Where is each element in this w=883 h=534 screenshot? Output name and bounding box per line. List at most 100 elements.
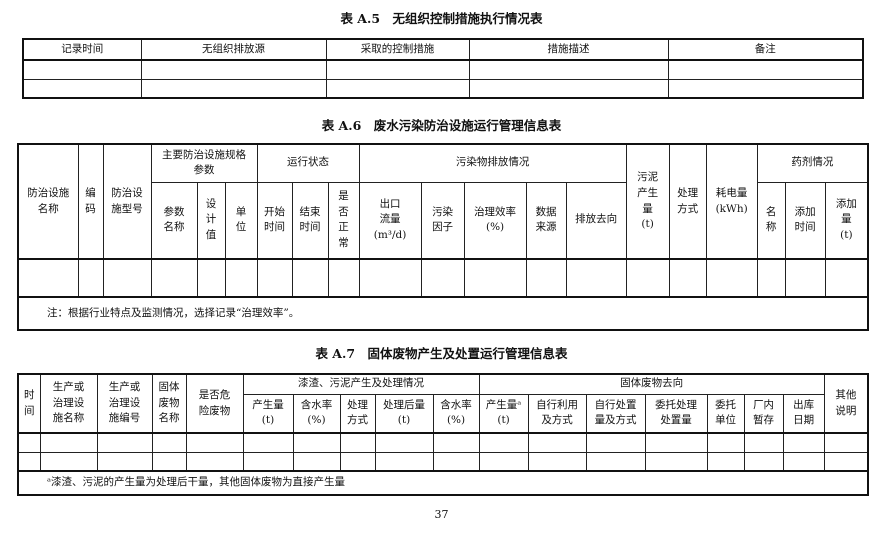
a7-header-other-notes: 其他 说明 bbox=[823, 373, 869, 434]
a6-header-treatment-method: 处理 方式 bbox=[668, 143, 707, 260]
a6-empty-cell bbox=[756, 258, 786, 298]
page-number: 37 bbox=[434, 508, 449, 521]
a7-header-output: 产生量 (t) bbox=[242, 393, 294, 434]
a7-header-treatment-method: 处理 方式 bbox=[339, 393, 376, 434]
a5-header-measure-description: 措施描述 bbox=[468, 38, 669, 61]
a7-header-moisture-2: 含水率 (%) bbox=[432, 393, 480, 434]
a7-empty-cell bbox=[96, 432, 153, 453]
table-a5-title: 表 A.5 无组织控制措施执行情况表 bbox=[340, 11, 543, 26]
a6-empty-cell bbox=[224, 258, 258, 298]
a6-header-start-time: 开始 时间 bbox=[256, 181, 293, 260]
a5-empty-cell bbox=[22, 59, 142, 80]
a7-empty-cell bbox=[644, 432, 708, 453]
a7-footnote: ᵃ漆渣、污泥的产生量为处理后干量，其他固体废物为直接产生量 bbox=[17, 470, 869, 496]
a7-empty-cell bbox=[782, 451, 825, 472]
a7-empty-cell bbox=[585, 451, 646, 472]
a7-empty-cell bbox=[185, 451, 244, 472]
a6-empty-cell bbox=[102, 258, 152, 298]
a6-header-pollution-factor: 污染 因子 bbox=[420, 181, 465, 260]
a5-empty-row bbox=[22, 59, 864, 80]
a7-empty-cell bbox=[17, 432, 41, 453]
a7-empty-cell bbox=[782, 432, 825, 453]
a7-empty-cell bbox=[706, 432, 745, 453]
a7-empty-cell bbox=[706, 451, 745, 472]
a7-header-entrusted-unit: 委托 单位 bbox=[706, 393, 745, 434]
a6-note: 注：根据行业特点及监测情况，选择记录“治理效率”。 bbox=[17, 296, 869, 331]
a7-empty-row bbox=[17, 451, 869, 472]
a5-empty-cell bbox=[140, 78, 327, 99]
a7-empty-cell bbox=[17, 451, 41, 472]
a7-empty-cell bbox=[374, 451, 434, 472]
a7-header-solid-waste-name: 固体 废物 名称 bbox=[151, 373, 187, 434]
a7-header-outbound-date: 出库 日期 bbox=[782, 393, 825, 434]
a6-group-run-status: 运行状态 bbox=[256, 143, 360, 183]
table-a5: 记录时间 无组织排放源 采取的控制措施 措施描述 备注 bbox=[22, 38, 864, 99]
a6-empty-cell bbox=[705, 258, 758, 298]
table-a6-title: 表 A.6 废水污染防治设施运行管理信息表 bbox=[321, 118, 562, 133]
a7-header-prod-facility-name: 生产或 治理设 施名称 bbox=[39, 373, 98, 434]
a6-empty-cell bbox=[824, 258, 869, 298]
table-a7: 时 间 生产或 治理设 施名称 生产或 治理设 施编号 固体 废物 名称 是否危… bbox=[17, 373, 870, 496]
a6-group-spec-params: 主要防治设施规格 参数 bbox=[150, 143, 258, 183]
a6-group-agent-info: 药剂情况 bbox=[756, 143, 869, 183]
a7-header-self-use-method: 自行利用 及方式 bbox=[527, 393, 587, 434]
a5-header-fugitive-source: 无组织排放源 bbox=[140, 38, 327, 61]
a7-empty-cell bbox=[478, 451, 529, 472]
a7-group-paint-sludge-handling: 漆渣、污泥产生及处理情况 bbox=[242, 373, 480, 395]
a5-empty-cell bbox=[468, 78, 669, 99]
a7-empty-cell bbox=[527, 451, 587, 472]
a6-empty-cell bbox=[565, 258, 627, 298]
a7-empty-cell bbox=[823, 432, 869, 453]
a7-empty-cell bbox=[242, 432, 294, 453]
table-a7-title: 表 A.7 固体废物产生及处置运行管理信息表 bbox=[315, 346, 568, 361]
a5-header-remarks: 备注 bbox=[667, 38, 864, 61]
a5-empty-row bbox=[22, 78, 864, 99]
a7-empty-cell bbox=[39, 432, 98, 453]
a6-header-add-amount: 添加 量 (t) bbox=[824, 181, 869, 260]
a5-empty-cell bbox=[667, 59, 864, 80]
a6-empty-cell bbox=[17, 258, 79, 298]
a7-header-self-disposal-method: 自行处置 量及方式 bbox=[585, 393, 646, 434]
a6-header-facility-name: 防治设施 名称 bbox=[17, 143, 79, 260]
a7-group-waste-destination: 固体废物去向 bbox=[478, 373, 825, 395]
a6-header-unit: 单 位 bbox=[224, 181, 258, 260]
a7-empty-cell bbox=[339, 432, 376, 453]
a7-header-after-treatment-amount: 处理后量 (t) bbox=[374, 393, 434, 434]
a5-empty-cell bbox=[468, 59, 669, 80]
table-a6: 防治设施 名称 编 码 防治设 施型号 主要防治设施规格 参数 运行状态 污染物… bbox=[17, 143, 870, 331]
a7-header-output-a: 产生量ᵃ (t) bbox=[478, 393, 529, 434]
a6-empty-cell bbox=[256, 258, 293, 298]
a7-header-entrusted-disposal-amount: 委托处理 处置量 bbox=[644, 393, 708, 434]
a6-header-outlet-flow: 出口 流量 (m³/d) bbox=[358, 181, 422, 260]
a7-empty-cell bbox=[432, 451, 480, 472]
a7-empty-cell bbox=[292, 451, 341, 472]
a6-empty-cell bbox=[291, 258, 329, 298]
a6-header-facility-model: 防治设 施型号 bbox=[102, 143, 152, 260]
a7-empty-cell bbox=[374, 432, 434, 453]
a6-empty-cell bbox=[358, 258, 422, 298]
a7-empty-cell bbox=[292, 432, 341, 453]
a7-empty-cell bbox=[585, 432, 646, 453]
a6-empty-cell bbox=[420, 258, 465, 298]
a7-empty-cell bbox=[743, 451, 784, 472]
a7-empty-cell bbox=[743, 432, 784, 453]
a5-empty-cell bbox=[325, 78, 470, 99]
a5-empty-cell bbox=[22, 78, 142, 99]
a5-empty-cell bbox=[667, 78, 864, 99]
a7-empty-cell bbox=[185, 432, 244, 453]
a6-header-discharge-destination: 排放去向 bbox=[565, 181, 627, 260]
a7-header-time: 时 间 bbox=[17, 373, 41, 434]
a6-header-design-value: 设 计 值 bbox=[196, 181, 226, 260]
a6-empty-cell bbox=[327, 258, 360, 298]
a7-header-moisture-1: 含水率 (%) bbox=[292, 393, 341, 434]
a6-header-sludge-output: 污泥 产生 量 (t) bbox=[625, 143, 670, 260]
a6-empty-row bbox=[17, 258, 869, 298]
a6-header-param-name: 参数 名称 bbox=[150, 181, 198, 260]
a7-header-prod-facility-code: 生产或 治理设 施编号 bbox=[96, 373, 153, 434]
a6-header-code: 编 码 bbox=[77, 143, 104, 260]
a6-empty-cell bbox=[196, 258, 226, 298]
a6-empty-cell bbox=[668, 258, 707, 298]
a7-empty-cell bbox=[478, 432, 529, 453]
a6-empty-cell bbox=[150, 258, 198, 298]
